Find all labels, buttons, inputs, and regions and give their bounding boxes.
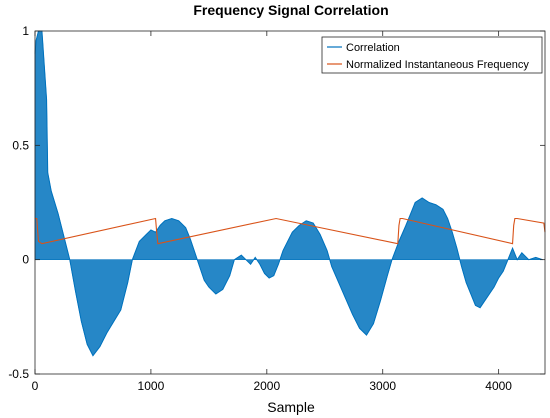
y-tick-label: 0.5 (12, 138, 29, 152)
x-tick-label: 4000 (485, 379, 512, 393)
legend-label-correlation: Correlation (346, 42, 400, 54)
legend: Correlation Normalized Instantaneous Fre… (321, 36, 543, 74)
x-axis-label: Sample (267, 399, 315, 415)
chart-title: Frequency Signal Correlation (193, 2, 388, 18)
legend-label-frequency: Normalized Instantaneous Frequency (346, 59, 529, 71)
x-tick-label: 0 (32, 379, 39, 393)
x-axis: 0 1000 2000 3000 4000 (32, 31, 512, 393)
axes-box (34, 30, 546, 375)
x-tick-label: 1000 (138, 379, 165, 393)
plot-area (34, 30, 546, 357)
x-tick-label: 2000 (253, 379, 280, 393)
legend-box (321, 36, 543, 74)
y-tick-label: 1 (22, 24, 29, 38)
x-tick-label: 3000 (369, 379, 396, 393)
correlation-line (34, 30, 543, 357)
y-tick-label: 0 (22, 253, 29, 267)
correlation-area (34, 30, 543, 357)
frequency-line (35, 217, 546, 245)
y-tick-label: -0.5 (8, 367, 29, 381)
y-axis: -0.5 0 0.5 1 (8, 24, 545, 381)
